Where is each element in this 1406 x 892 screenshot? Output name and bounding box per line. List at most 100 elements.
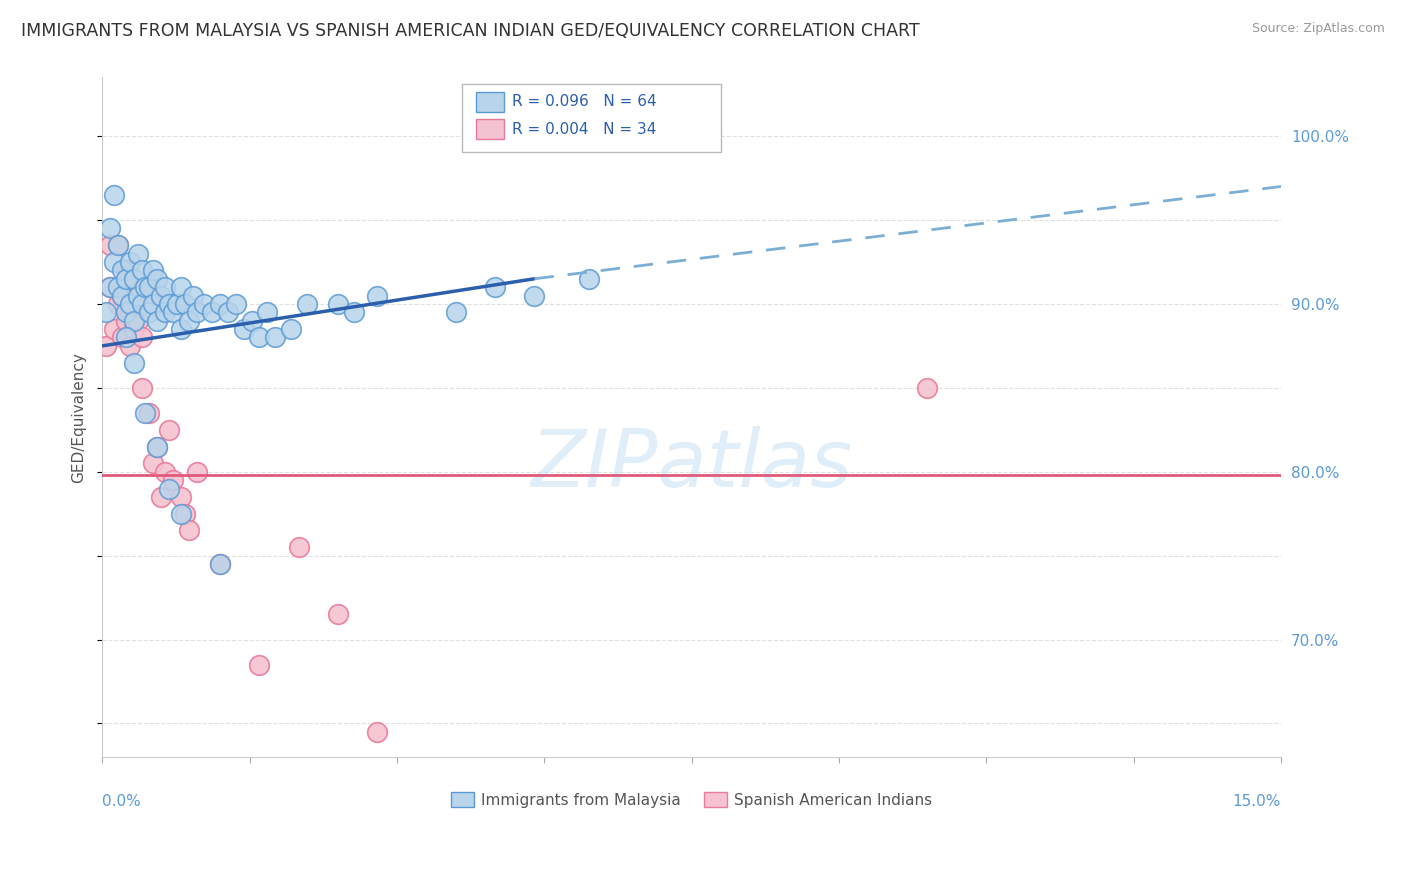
Point [153, 280, 176, 294]
Point [114, 314, 136, 328]
Point [162, 473, 184, 487]
Point [484, 280, 506, 294]
Point [127, 246, 149, 260]
Point [114, 330, 136, 344]
Point [146, 314, 169, 328]
Point [127, 288, 149, 302]
Point [287, 540, 309, 554]
Point [217, 305, 239, 319]
Point [170, 322, 193, 336]
Point [150, 288, 173, 302]
Point [166, 297, 188, 311]
Y-axis label: GED/Equivalency: GED/Equivalency [72, 351, 86, 483]
Point [118, 339, 141, 353]
Point [107, 238, 129, 252]
Point [114, 272, 136, 286]
Point [146, 440, 169, 454]
Point [122, 272, 145, 286]
Point [247, 657, 270, 672]
Text: 15.0%: 15.0% [1233, 794, 1281, 809]
Point [111, 330, 134, 344]
Point [343, 305, 366, 319]
Point [578, 272, 600, 286]
Text: R = 0.004   N = 34: R = 0.004 N = 34 [512, 121, 657, 136]
Point [98, 221, 121, 235]
Point [142, 263, 165, 277]
Point [150, 490, 173, 504]
Point [134, 280, 156, 294]
Point [366, 288, 388, 302]
Point [157, 297, 180, 311]
Point [107, 280, 129, 294]
Point [122, 356, 145, 370]
Point [146, 272, 169, 286]
Point [181, 288, 204, 302]
Point [170, 280, 193, 294]
Point [295, 297, 318, 311]
Point [256, 305, 278, 319]
Point [98, 238, 121, 252]
Point [225, 297, 247, 311]
Point [326, 607, 349, 622]
Legend: Immigrants from Malaysia, Spanish American Indians: Immigrants from Malaysia, Spanish Americ… [444, 786, 939, 814]
Point [131, 297, 153, 311]
Point [170, 507, 193, 521]
Point [917, 381, 939, 395]
Point [131, 330, 153, 344]
Point [107, 238, 129, 252]
Point [134, 406, 156, 420]
Point [326, 297, 349, 311]
Point [94, 339, 117, 353]
Point [523, 288, 546, 302]
Point [209, 557, 232, 571]
Text: ZIPatlas: ZIPatlas [530, 425, 852, 504]
Point [131, 381, 153, 395]
Point [193, 297, 215, 311]
Point [114, 263, 136, 277]
Point [103, 255, 125, 269]
Point [138, 280, 160, 294]
Point [209, 557, 232, 571]
Point [103, 187, 125, 202]
Text: 0.0%: 0.0% [103, 794, 141, 809]
Point [138, 406, 160, 420]
Point [209, 297, 232, 311]
Point [280, 322, 302, 336]
FancyBboxPatch shape [475, 119, 505, 139]
Point [232, 322, 254, 336]
Point [138, 305, 160, 319]
Point [142, 456, 165, 470]
Point [122, 322, 145, 336]
Point [157, 482, 180, 496]
Point [153, 465, 176, 479]
Point [157, 423, 180, 437]
Point [186, 305, 208, 319]
Point [162, 305, 184, 319]
Point [153, 305, 176, 319]
Point [170, 490, 193, 504]
Point [98, 280, 121, 294]
Point [264, 330, 287, 344]
Point [122, 314, 145, 328]
Point [177, 524, 200, 538]
Text: R = 0.096   N = 64: R = 0.096 N = 64 [512, 95, 657, 110]
Point [366, 724, 388, 739]
Point [111, 263, 134, 277]
Point [201, 305, 224, 319]
Point [131, 263, 153, 277]
FancyBboxPatch shape [475, 92, 505, 112]
Text: IMMIGRANTS FROM MALAYSIA VS SPANISH AMERICAN INDIAN GED/EQUIVALENCY CORRELATION : IMMIGRANTS FROM MALAYSIA VS SPANISH AMER… [21, 22, 920, 40]
Point [118, 297, 141, 311]
Point [98, 280, 121, 294]
Text: Source: ZipAtlas.com: Source: ZipAtlas.com [1251, 22, 1385, 36]
Point [173, 507, 195, 521]
Point [142, 297, 165, 311]
Point [94, 305, 117, 319]
Point [103, 322, 125, 336]
Point [122, 280, 145, 294]
Point [240, 314, 263, 328]
Point [118, 305, 141, 319]
Point [111, 288, 134, 302]
Point [114, 305, 136, 319]
Point [173, 297, 195, 311]
